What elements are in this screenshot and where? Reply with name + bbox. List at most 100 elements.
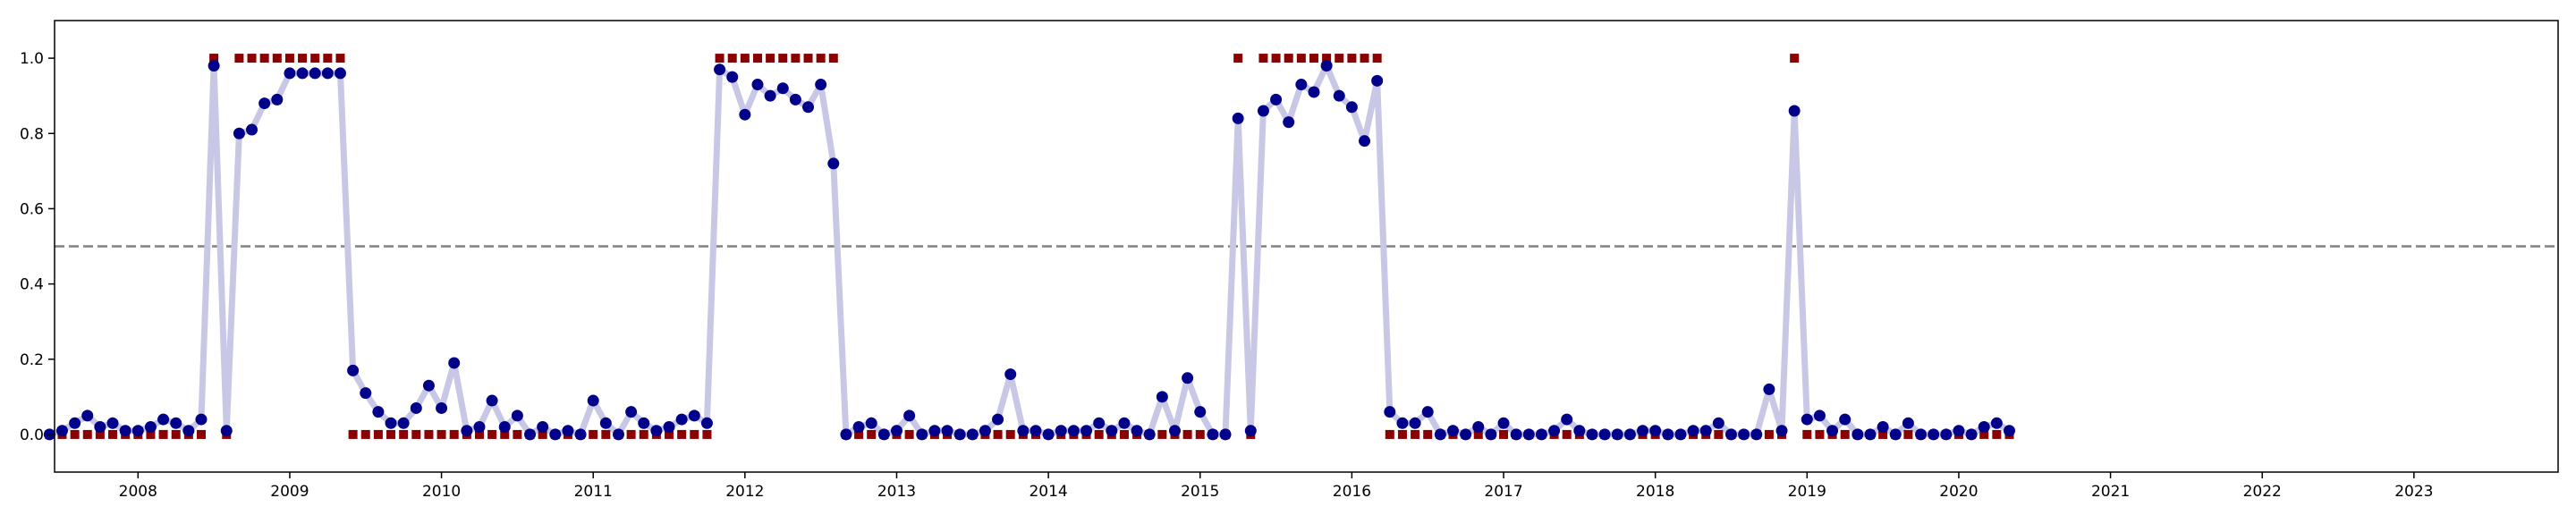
probability-point	[511, 409, 523, 422]
probability-point	[1535, 428, 1547, 441]
probability-point	[992, 413, 1004, 426]
probability-point	[1308, 86, 1320, 98]
label-marker	[209, 54, 219, 63]
probability-point	[1611, 428, 1623, 441]
probability-point	[1649, 425, 1662, 437]
label-marker	[436, 429, 446, 439]
label-marker	[715, 54, 724, 63]
probability-point	[966, 428, 979, 441]
probability-point	[271, 93, 284, 106]
probability-point	[1662, 428, 1674, 441]
probability-point	[714, 63, 726, 76]
label-marker	[803, 54, 813, 63]
label-marker	[234, 54, 244, 63]
probability-point	[1106, 425, 1118, 437]
probability-point	[81, 409, 94, 422]
label-marker	[399, 429, 409, 439]
label-marker	[1473, 429, 1483, 439]
probability-point	[827, 157, 840, 170]
probability-point	[1030, 425, 1042, 437]
probability-point	[941, 425, 953, 437]
probability-point	[764, 89, 776, 102]
probability-point	[1852, 428, 1864, 441]
probability-point	[1687, 425, 1699, 437]
probability-point	[448, 357, 461, 369]
x-tick-label: 2017	[1484, 483, 1522, 501]
probability-point	[220, 425, 233, 437]
probability-point	[131, 425, 144, 437]
probability-point	[1295, 79, 1308, 91]
probability-point	[1244, 425, 1257, 437]
probability-point	[1750, 428, 1763, 441]
probability-point	[890, 425, 902, 437]
probability-point	[1257, 105, 1269, 117]
label-marker	[259, 54, 269, 63]
label-marker	[1271, 54, 1281, 63]
probability-point	[1446, 425, 1459, 437]
probability-point	[1965, 428, 1978, 441]
label-marker	[424, 429, 434, 439]
x-tick-label: 2015	[1181, 483, 1219, 501]
probability-point	[69, 417, 81, 429]
label-marker	[1347, 54, 1357, 63]
label-marker	[1195, 429, 1205, 439]
probability-point	[663, 421, 675, 433]
probability-point	[1232, 112, 1244, 124]
label-marker	[778, 54, 788, 63]
probability-point	[928, 425, 941, 437]
probability-point	[1990, 417, 2003, 429]
probability-marker-group	[43, 60, 2015, 441]
probability-point	[852, 421, 865, 433]
probability-point	[1067, 425, 1080, 437]
label-marker	[70, 429, 80, 439]
label-marker	[171, 429, 181, 439]
probability-point	[246, 123, 258, 136]
probability-point	[461, 425, 473, 437]
probability-point	[1207, 428, 1219, 441]
x-tick-label: 2008	[119, 483, 157, 501]
label-marker	[727, 54, 737, 63]
y-tick-label: 0.6	[20, 200, 44, 218]
probability-point	[865, 417, 877, 429]
probability-point	[360, 387, 372, 400]
label-marker	[702, 429, 712, 439]
probability-point	[55, 425, 68, 437]
label-marker	[626, 429, 636, 439]
probability-point	[877, 428, 890, 441]
probability-point	[1384, 406, 1396, 418]
y-tick-label: 0.8	[20, 125, 44, 143]
y-tick-label: 0.0	[20, 426, 44, 444]
label-marker	[310, 54, 320, 63]
probability-point	[1485, 428, 1497, 441]
label-marker	[196, 429, 206, 439]
probability-point	[2003, 425, 2015, 437]
probability-point	[296, 67, 309, 80]
probability-point	[498, 421, 511, 433]
probability-point	[1510, 428, 1522, 441]
x-tick-label: 2016	[1333, 483, 1371, 501]
probability-point	[1131, 425, 1143, 437]
probability-point	[1813, 409, 1826, 422]
probability-point	[94, 421, 106, 433]
x-tick-label: 2020	[1939, 483, 1978, 501]
probability-point	[473, 421, 486, 433]
probability-point	[1915, 428, 1928, 441]
probability-point	[1978, 421, 1990, 433]
label-marker	[1258, 54, 1268, 63]
probability-point	[1586, 428, 1598, 441]
label-marker	[247, 54, 257, 63]
label-marker	[1182, 429, 1192, 439]
label-marker	[487, 429, 497, 439]
probability-point	[1359, 135, 1371, 148]
label-marker	[1992, 429, 2002, 439]
probability-point	[700, 417, 713, 429]
probability-point	[1877, 421, 1889, 433]
probability-point	[1928, 428, 1940, 441]
probability-point	[1156, 391, 1168, 403]
probability-point	[953, 428, 966, 441]
probability-point	[1522, 428, 1535, 441]
probability-point	[574, 428, 587, 441]
plot-frame	[54, 20, 2559, 473]
probability-point	[840, 428, 852, 441]
probability-point	[916, 428, 928, 441]
